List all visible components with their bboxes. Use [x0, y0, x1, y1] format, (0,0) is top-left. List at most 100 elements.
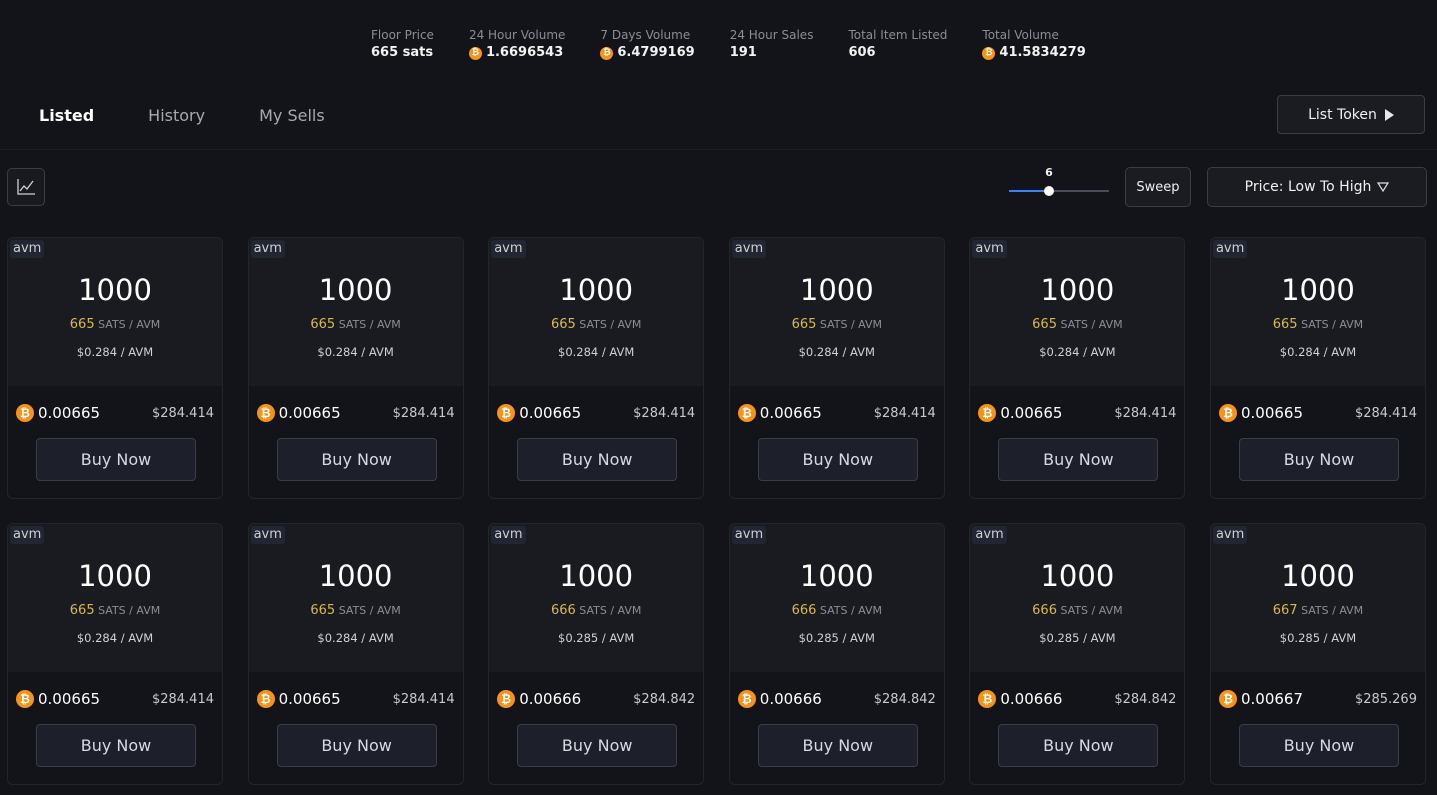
token-amount: 1000 [78, 273, 152, 307]
listing-card[interactable]: avm 1000 665 SATS / AVM $0.284 / AVM ₿ 0.0066… [247, 237, 464, 499]
sats-unit: SATS / AVM [98, 604, 161, 617]
stat-value: 191 [729, 45, 757, 60]
sweep-button[interactable]: Sweep [1125, 167, 1191, 207]
price-row: ₿ 0.00665 $284.414 [1218, 404, 1417, 422]
bitcoin-icon: ₿ [600, 46, 614, 60]
stat-0: Floor Price 665 sats [371, 28, 434, 63]
stat-2: 7 Days Volume ₿ 6.4799169 [600, 28, 695, 63]
card-header: avm 1000 666 SATS / AVM $0.285 / AVM [970, 524, 1185, 672]
buy-now-button[interactable]: Buy Now [1238, 438, 1399, 481]
bitcoin-icon: ₿ [497, 690, 516, 708]
tab-divider [0, 149, 1437, 150]
sats-unit: SATS / AVM [1060, 604, 1123, 617]
buy-now-button[interactable]: Buy Now [1238, 724, 1399, 767]
btc-price: ₿ 0.00665 [16, 404, 100, 422]
token-amount: 1000 [78, 559, 152, 593]
ticker-badge: avm [10, 526, 45, 544]
btc-price-value: 0.00666 [1000, 690, 1063, 708]
stat-5: Total Volume ₿ 41.5834279 [982, 28, 1086, 63]
slider-handle[interactable] [1044, 186, 1054, 196]
tab-history[interactable]: History [148, 106, 206, 125]
sats-value: 665 [69, 603, 95, 618]
tab-my-sells[interactable]: My Sells [259, 106, 325, 125]
stat-1: 24 Hour Volume ₿ 1.6696543 [468, 28, 566, 63]
buy-now-button[interactable]: Buy Now [757, 724, 918, 767]
stat-label: Total Volume [982, 28, 1059, 42]
sats-unit: SATS / AVM [1301, 318, 1364, 331]
sats-value: 665 [310, 603, 336, 618]
listing-card[interactable]: avm 1000 667 SATS / AVM $0.285 / AVM ₿ 0.0066… [1209, 523, 1426, 785]
price-row: ₿ 0.00665 $284.414 [497, 404, 695, 422]
btc-price: ₿ 0.00665 [737, 404, 822, 422]
buy-now-button[interactable]: Buy Now [517, 438, 678, 481]
bitcoin-icon: ₿ [468, 46, 482, 60]
stat-label: 24 Hour Sales [729, 28, 814, 42]
ticker-badge: avm [1212, 240, 1248, 258]
btc-price-value: 0.00666 [519, 690, 582, 708]
btc-price-value: 0.00665 [1000, 404, 1063, 422]
card-header: avm 1000 665 SATS / AVM $0.284 / AVM [8, 238, 222, 386]
sats-value: 666 [550, 603, 576, 618]
listing-card[interactable]: avm 1000 666 SATS / AVM $0.285 / AVM ₿ 0.0066… [728, 523, 945, 785]
stat-value-row: 665 sats [371, 43, 434, 63]
bitcoin-icon: ₿ [16, 404, 34, 422]
buy-now-button[interactable]: Buy Now [757, 438, 918, 481]
price-row: ₿ 0.00665 $284.414 [256, 690, 455, 708]
listing-card[interactable]: avm 1000 665 SATS / AVM $0.284 / AVM ₿ 0.0066… [728, 237, 945, 499]
btc-price: ₿ 0.00666 [497, 690, 581, 708]
buy-now-button[interactable]: Buy Now [276, 724, 437, 767]
stat-value-row: 191 [730, 43, 814, 63]
tab-listed[interactable]: Listed [39, 106, 95, 125]
listing-card[interactable]: avm 1000 665 SATS / AVM $0.284 / AVM ₿ 0.0066… [7, 237, 223, 499]
btc-price: ₿ 0.00667 [1218, 690, 1303, 708]
stat-label: 24 Hour Volume [468, 28, 566, 42]
price-row: ₿ 0.00667 $285.269 [1218, 690, 1417, 708]
buy-now-button[interactable]: Buy Now [276, 438, 437, 481]
usd-total: $284.414 [151, 691, 214, 707]
token-amount: 1000 [318, 559, 393, 593]
card-header: avm 1000 665 SATS / AVM $0.284 / AVM [970, 238, 1185, 386]
buy-now-button[interactable]: Buy Now [36, 724, 196, 767]
bitcoin-icon: ₿ [982, 46, 996, 60]
stat-label: Floor Price [371, 28, 434, 42]
usd-per-token: $0.285 / AVM [1279, 631, 1357, 645]
ticker-badge: avm [731, 240, 767, 258]
sats-per-token: 665 SATS / AVM [970, 317, 1184, 333]
sats-unit: SATS / AVM [1060, 318, 1123, 331]
ticker-badge: avm [250, 240, 285, 258]
listing-card[interactable]: avm 1000 665 SATS / AVM $0.284 / AVM ₿ 0.0066… [1209, 237, 1426, 499]
listing-card[interactable]: avm 1000 666 SATS / AVM $0.285 / AVM ₿ 0.0066… [488, 523, 705, 785]
tab-bar: Listed History My Sells [39, 104, 379, 128]
usd-per-token: $0.285 / AVM [558, 631, 635, 645]
buy-now-button[interactable]: Buy Now [36, 438, 196, 481]
ticker-badge: avm [731, 526, 767, 544]
list-token-label: List Token [1308, 106, 1377, 123]
listing-card[interactable]: avm 1000 665 SATS / AVM $0.284 / AVM ₿ 0.0066… [247, 523, 464, 785]
buy-now-button[interactable]: Buy Now [517, 724, 678, 767]
sweep-count-slider[interactable]: 6 [1009, 165, 1109, 197]
btc-price-value: 0.00665 [519, 404, 582, 422]
sweep-count-value: 6 [1045, 166, 1053, 179]
chart-toggle-button[interactable] [7, 168, 45, 206]
buy-now-button[interactable]: Buy Now [998, 438, 1159, 481]
stat-value: 6.4799169 [617, 45, 695, 60]
stat-value: 1.6696543 [485, 45, 564, 60]
btc-price: ₿ 0.00666 [737, 690, 822, 708]
sort-dropdown[interactable]: Price: Low To High [1207, 167, 1427, 207]
btc-price-value: 0.00665 [38, 404, 101, 422]
buy-now-button[interactable]: Buy Now [998, 724, 1159, 767]
sats-unit: SATS / AVM [819, 318, 882, 331]
sats-per-token: 666 SATS / AVM [489, 603, 703, 619]
listing-card[interactable]: avm 1000 665 SATS / AVM $0.284 / AVM ₿ 0.0066… [7, 523, 223, 785]
sats-per-token: 666 SATS / AVM [970, 603, 1184, 619]
price-row: ₿ 0.00665 $284.414 [256, 404, 455, 422]
listing-card[interactable]: avm 1000 665 SATS / AVM $0.284 / AVM ₿ 0.0066… [969, 237, 1186, 499]
list-token-button[interactable]: List Token [1277, 95, 1425, 134]
listing-card[interactable]: avm 1000 665 SATS / AVM $0.284 / AVM ₿ 0.0066… [488, 237, 705, 499]
usd-per-token: $0.284 / AVM [798, 345, 875, 359]
usd-total: $284.414 [392, 405, 455, 421]
bitcoin-icon: ₿ [1218, 690, 1237, 708]
stat-label: 7 Days Volume [600, 28, 691, 42]
card-header: avm 1000 665 SATS / AVM $0.284 / AVM [248, 524, 463, 672]
listing-card[interactable]: avm 1000 666 SATS / AVM $0.285 / AVM ₿ 0.0066… [969, 523, 1186, 785]
